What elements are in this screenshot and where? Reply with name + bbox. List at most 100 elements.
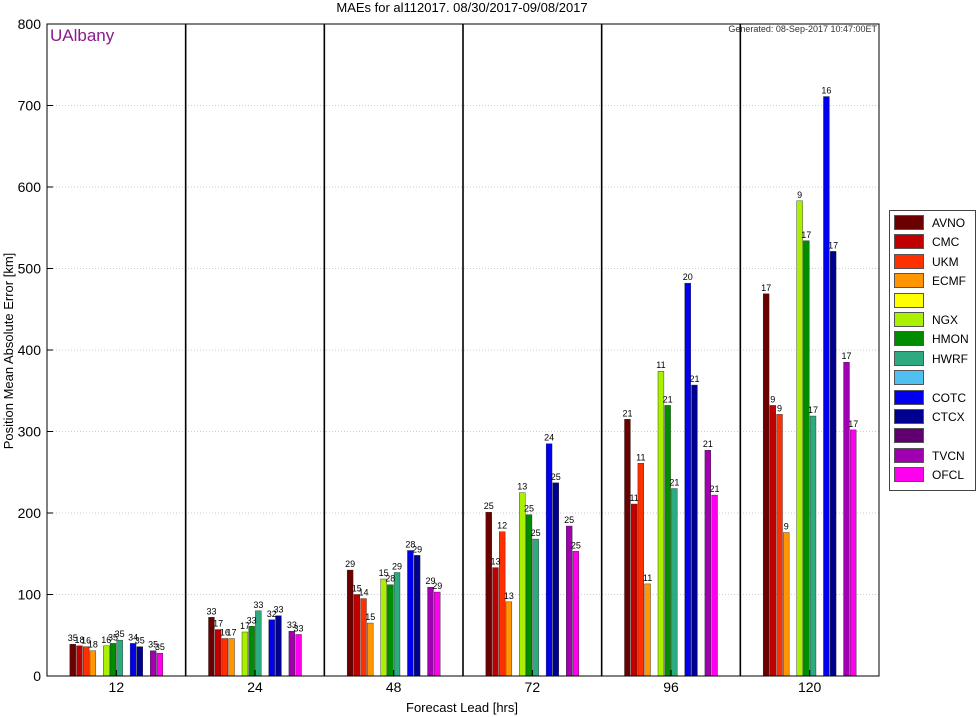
bar-avno-96 <box>624 419 631 677</box>
bar-count-label: 18 <box>74 635 84 645</box>
bar-count-label: 25 <box>524 504 534 514</box>
bar-ukm-24 <box>221 638 228 677</box>
bar-ngx-24 <box>241 631 249 677</box>
y-tick-label: 800 <box>18 16 42 32</box>
bar-count-label: 29 <box>426 576 436 586</box>
bar-count-label: 15 <box>365 612 375 622</box>
x-tick-label: 72 <box>525 679 541 695</box>
bar-count-label: 35 <box>148 640 158 650</box>
bar-count-label: 9 <box>797 190 802 200</box>
bar-count-label: 17 <box>213 619 223 629</box>
bar-hwrf-48 <box>393 572 401 677</box>
bar-tvcn-24 <box>288 630 295 677</box>
bar-count-label: 25 <box>564 515 574 525</box>
legend: AVNO CMC UKM ECMF NGX HMON HWRF COTC CTCX TVCN OFC… <box>889 210 976 491</box>
bar-count-label: 34 <box>128 632 138 642</box>
bar-count-label: 17 <box>828 240 838 250</box>
bar-count-label: 16 <box>101 635 111 645</box>
legend-item: OFCL <box>894 467 972 483</box>
y-tick-label: 700 <box>18 98 42 114</box>
bar-cotc-48 <box>407 550 414 677</box>
legend-label: HMON <box>932 332 969 347</box>
legend-label: UKM <box>932 254 959 269</box>
y-tick-label: 400 <box>18 342 42 358</box>
bar-count-label: 35 <box>115 629 125 639</box>
legend-item: COTC <box>894 389 972 406</box>
bar-count-label: 33 <box>253 600 263 610</box>
bar-ngx-48 <box>380 578 387 677</box>
y-tick-label: 0 <box>33 668 41 684</box>
bar-count-label: 17 <box>227 628 237 638</box>
legend-item: CMC <box>894 234 972 250</box>
bar-ecmf-24 <box>228 638 235 677</box>
bar-count-label: 9 <box>777 403 782 413</box>
axes: 0 100 200 300 400 500 600 700 800 12 24 48 72 96 120 <box>18 16 880 695</box>
bar-count-label: 17 <box>808 405 818 415</box>
bar-ecmf-72 <box>505 601 513 677</box>
legend-swatch <box>894 350 924 366</box>
bar-hwrf-12 <box>116 639 123 677</box>
y-tick-label: 200 <box>18 505 42 521</box>
legend-swatch <box>894 389 924 405</box>
legend-swatch <box>894 370 924 386</box>
bar-count-label: 21 <box>663 394 673 404</box>
bar-ctcx-120 <box>829 251 837 677</box>
bar-count-label: 16 <box>821 86 831 96</box>
legend-label: NGX <box>932 313 959 327</box>
legend-item: ECMF <box>894 273 972 289</box>
bar-tvcn-12 <box>150 650 157 677</box>
legend-swatch <box>894 234 924 250</box>
bar-ofcl-48 <box>434 591 441 677</box>
bar-count-label: 13 <box>504 591 514 601</box>
bars <box>69 96 857 677</box>
legend-item: NGX <box>894 312 972 328</box>
bar-count-label: 33 <box>273 605 283 615</box>
bar-count-label: 28 <box>405 539 415 549</box>
bar-tvcn-48 <box>427 586 434 677</box>
bar-hmon-120 <box>803 240 810 677</box>
bar-count-label: 35 <box>108 632 118 642</box>
legend-item: HMON <box>894 331 972 347</box>
bar-count-label: 33 <box>294 623 304 633</box>
bar-hmon-12 <box>109 643 117 677</box>
bar-ofcl-24 <box>295 634 302 677</box>
bar-ctcx-24 <box>275 615 282 677</box>
legend-label: CTCX <box>932 410 965 424</box>
chart-title: MAEs for al112017. 08/30/2017-09/08/2017 <box>336 0 587 15</box>
bar-cotc-12 <box>129 643 137 677</box>
bar-count-label: 21 <box>689 374 699 384</box>
bar-ofcl-120 <box>850 429 857 677</box>
bar-count-label: 25 <box>571 540 581 550</box>
bar-count-label: 12 <box>497 521 507 531</box>
bar-count-label: 33 <box>206 606 216 616</box>
bar-count-label: 11 <box>656 360 665 370</box>
bar-count-label: 21 <box>703 439 713 449</box>
bar-ngx-120 <box>796 200 803 677</box>
legend-swatch <box>894 467 924 483</box>
bar-cotc-120 <box>823 96 830 677</box>
bar-ecmf-48 <box>367 622 374 677</box>
bar-count-label: 21 <box>669 478 679 488</box>
bar-ofcl-96 <box>711 494 718 677</box>
legend-label: HWRF <box>932 351 968 366</box>
bar-hwrf-120 <box>809 415 817 677</box>
bar-count-label: 17 <box>761 283 771 293</box>
bar-count-label: 35 <box>68 633 78 643</box>
y-tick-label: 100 <box>18 587 42 603</box>
bar-hmon-72 <box>525 514 533 677</box>
bar-count-label: 17 <box>240 621 250 631</box>
bar-count-label: 20 <box>683 272 693 282</box>
generated-timestamp: Generated: 08-Sep-2017 10:47:00ET <box>728 24 877 34</box>
legend-swatch <box>894 447 924 463</box>
legend-label: COTC <box>932 390 966 405</box>
bar-count-label: 15 <box>352 584 362 594</box>
bar-count-label: 29 <box>392 561 402 571</box>
bar-count-label: 25 <box>551 472 561 482</box>
bar-count-label: 18 <box>88 640 98 650</box>
bar-cotc-96 <box>684 282 691 677</box>
bar-ngx-12 <box>103 645 110 677</box>
bar-ngx-96 <box>657 370 665 677</box>
bar-hwrf-72 <box>532 538 539 677</box>
bar-ctcx-96 <box>691 384 698 677</box>
